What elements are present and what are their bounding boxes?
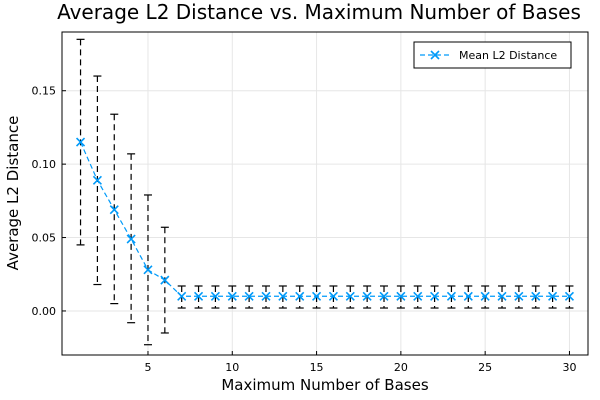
marker-stroke: [379, 291, 389, 301]
marker-stroke: [514, 291, 524, 301]
marker-stroke: [463, 291, 473, 301]
marker-stroke: [430, 291, 440, 301]
chart-title: Average L2 Distance vs. Maximum Number o…: [57, 0, 581, 24]
data-point: [177, 291, 187, 301]
data-point: [160, 275, 170, 285]
marker-stroke: [160, 275, 170, 285]
x-tick-label: 10: [225, 361, 239, 374]
marker-stroke: [244, 291, 254, 301]
marker-stroke: [548, 291, 558, 301]
data-point: [143, 265, 153, 275]
x-tick-label: 5: [144, 361, 151, 374]
y-tick-label: 0.10: [32, 158, 57, 171]
data-point: [295, 291, 305, 301]
data-point: [193, 291, 204, 301]
marker-stroke: [430, 50, 440, 60]
marker-stroke: [531, 291, 541, 301]
x-axis-ticks: 5 10 15 20 25 30: [144, 351, 576, 374]
marker-stroke: [295, 291, 305, 301]
marker-stroke: [261, 291, 271, 301]
data-point: [396, 291, 406, 301]
marker-stroke: [362, 291, 372, 301]
data-point: [430, 291, 440, 301]
marker-stroke: [126, 234, 136, 244]
y-axis-ticks: 0.00 0.05 0.10 0.15: [32, 85, 66, 318]
legend-marker: [430, 50, 440, 60]
legend-label: Mean L2 Distance: [459, 49, 557, 62]
marker-stroke: [564, 291, 575, 301]
marker-stroke: [75, 137, 86, 147]
data-point: [227, 291, 237, 301]
y-axis-label: Average L2 Distance: [4, 116, 22, 271]
marker-stroke: [413, 291, 423, 301]
y-tick-label: 0.00: [32, 305, 57, 318]
series-line: [79, 141, 570, 297]
x-tick-label: 25: [478, 361, 492, 374]
data-point: [514, 291, 524, 301]
marker-stroke: [177, 291, 187, 301]
data-point: [312, 291, 322, 301]
marker-stroke: [210, 291, 220, 301]
data-point: [210, 291, 220, 301]
data-point: [480, 291, 490, 301]
marker-stroke: [446, 291, 457, 301]
data-point: [497, 291, 507, 301]
y-tick-label: 0.15: [32, 85, 57, 98]
marker-stroke: [143, 265, 153, 275]
data-point: [92, 175, 102, 185]
data-point: [261, 291, 271, 301]
marker-stroke: [278, 291, 288, 301]
marker-stroke: [193, 291, 204, 301]
data-point: [278, 291, 288, 301]
data-point: [531, 291, 541, 301]
data-point: [548, 291, 558, 301]
data-point: [244, 291, 254, 301]
marker-stroke: [109, 205, 119, 215]
marker-stroke: [396, 291, 406, 301]
data-point: [328, 291, 338, 301]
x-tick-label: 15: [310, 361, 324, 374]
marker-stroke: [497, 291, 507, 301]
legend: Mean L2 Distance: [413, 41, 572, 69]
data-point: [75, 137, 86, 147]
marker-stroke: [480, 291, 490, 301]
data-point: [345, 291, 355, 301]
marker-stroke: [92, 175, 102, 185]
marker-stroke: [328, 291, 338, 301]
data-point: [446, 291, 457, 301]
legend-x-marker: [430, 50, 440, 60]
marker-stroke: [227, 291, 237, 301]
plot-frame: [61, 31, 589, 356]
y-tick-label: 0.05: [32, 232, 57, 245]
data-point: [379, 291, 389, 301]
x-tick-label: 20: [394, 361, 408, 374]
x-tick-label: 30: [562, 361, 576, 374]
marker-stroke: [345, 291, 355, 301]
grid: [62, 32, 588, 355]
data-point: [564, 291, 575, 301]
data-point: [126, 234, 136, 244]
data-point: [413, 291, 423, 301]
data-point: [463, 291, 473, 301]
series: [75, 137, 575, 301]
data-point: [362, 291, 372, 301]
x-axis-label: Maximum Number of Bases: [221, 376, 428, 394]
marker-stroke: [312, 291, 322, 301]
data-point: [109, 205, 119, 215]
